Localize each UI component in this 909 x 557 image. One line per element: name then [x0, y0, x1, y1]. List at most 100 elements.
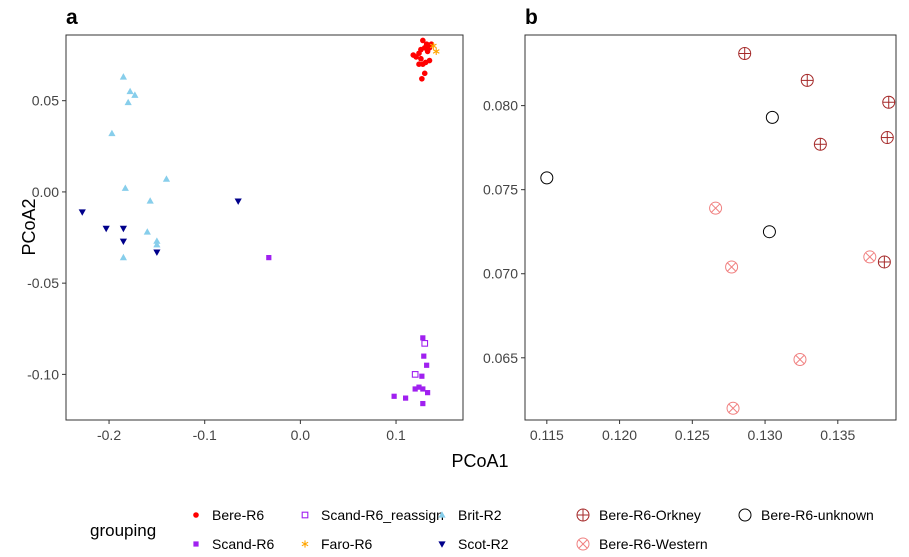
y-axis-title: PCoA2: [19, 198, 39, 255]
point-scand-r6: [420, 335, 426, 341]
point-brit-r2: [124, 98, 132, 106]
point-bere-r6: [421, 70, 428, 77]
legend-item-bere-r6-western: Bere-R6-Western: [576, 536, 708, 552]
panel-b-tag: b: [525, 6, 538, 29]
point-scot-r2: [119, 225, 127, 233]
panel-a-y-ticks: 0.05 0.00 -0.05 -0.10: [27, 93, 66, 382]
point-scand-r6: [391, 393, 397, 399]
point-bere-r6: [420, 61, 426, 67]
point-bere-r6: [418, 55, 424, 62]
point-bere-r6-western: [726, 401, 740, 415]
x-tick-label: -0.2: [97, 427, 121, 443]
y-tick-label: 0.075: [483, 182, 518, 198]
point-scand-r6: [412, 386, 418, 392]
point-brit-r2: [119, 73, 127, 80]
y-tick-label: 0.070: [483, 266, 518, 282]
point-brit-r2: [153, 237, 161, 244]
point-brit-r2: [143, 228, 151, 235]
x-tick-label: 0.120: [602, 427, 637, 443]
y-tick-label: 0.00: [32, 184, 59, 200]
y-tick-label: -0.10: [27, 366, 59, 382]
point-scand-r6: [424, 362, 430, 368]
point-bere-r6-western: [863, 250, 877, 264]
legend-key-brit-r2: [438, 511, 446, 518]
point-scand-r6-reassign: [421, 340, 429, 347]
legend-label: Bere-R6-unknown: [761, 507, 874, 523]
point-brit-r2: [131, 91, 139, 98]
point-brit-r2: [108, 129, 116, 137]
point-bere-r6: [426, 57, 433, 64]
legend-item-scand-r6-reassign: Scand-R6_reassign: [301, 507, 444, 523]
panel-b-y-ticks: 0.080 0.075 0.070 0.065: [483, 98, 525, 366]
legend-title: grouping: [90, 521, 156, 540]
point-bere-r6-unknown: [540, 171, 554, 185]
y-tick-label: 0.05: [32, 93, 59, 109]
point-bere-r6-western: [725, 260, 739, 274]
legend-item-bere-r6-orkney: Bere-R6-Orkney: [576, 507, 701, 523]
panel-b-points: [540, 46, 896, 415]
point-scand-r6: [403, 395, 409, 401]
point-bere-r6-orkney: [877, 255, 891, 269]
point-bere-r6: [419, 75, 425, 82]
point-scot-r2: [78, 209, 86, 216]
point-faro-r6: [429, 42, 437, 50]
point-scand-r6: [416, 384, 422, 390]
panel-a-x-ticks: -0.2 -0.1 0.0 0.1: [97, 420, 406, 443]
point-scand-r6: [420, 400, 426, 407]
point-brit-r2: [121, 184, 129, 191]
panel-a-points: [78, 37, 440, 407]
point-bere-r6-orkney: [813, 137, 827, 151]
point-scand-r6: [420, 386, 426, 392]
legend-label: Bere-R6: [212, 507, 264, 523]
legend-item-scand-r6: Scand-R6: [193, 536, 274, 552]
x-tick-label: 0.1: [386, 427, 406, 443]
legend-key-bere-r6-unknown: [738, 508, 752, 522]
legend-key-bere-r6-orkney: [576, 508, 590, 522]
legend: grouping Bere-R6 Scand-R6 Scand-R6_reassig…: [90, 507, 874, 552]
point-bere-r6-unknown: [762, 225, 776, 239]
legend-label: Bere-R6-Western: [599, 536, 708, 552]
point-scot-r2: [234, 198, 242, 205]
legend-item-bere-r6: Bere-R6: [193, 507, 264, 523]
point-scand-r6: [425, 390, 431, 396]
point-bere-r6: [410, 52, 417, 58]
point-bere-r6-orkney: [800, 73, 814, 87]
legend-key-scand-r6: [193, 541, 199, 547]
legend-label: Scand-R6: [212, 536, 274, 552]
legend-label: Scand-R6_reassign: [321, 507, 444, 523]
point-bere-r6: [416, 61, 422, 67]
point-brit-r2: [162, 175, 171, 182]
legend-key-scot-r2: [438, 541, 446, 548]
x-axis-title: PCoA1: [451, 451, 508, 471]
legend-key-bere-r6-western: [576, 537, 590, 551]
panel-b-frame: [524, 34, 897, 421]
legend-label: Scot-R2: [458, 536, 509, 552]
legend-label: Faro-R6: [321, 536, 373, 552]
point-brit-r2: [153, 241, 161, 248]
legend-item-scot-r2: Scot-R2: [438, 536, 509, 552]
point-scot-r2: [102, 225, 110, 233]
point-scand-r6: [421, 353, 427, 359]
panel-a: a -0.2 -0.1 0.0 0.1 0.05 0.00 -0.05 -0.10 PCoA…: [19, 6, 464, 443]
x-tick-label: 0.125: [675, 427, 710, 443]
point-scand-r6: [419, 373, 425, 379]
legend-label: Brit-R2: [458, 507, 502, 523]
point-scand-r6: [266, 255, 272, 261]
point-bere-r6-orkney: [738, 46, 752, 60]
x-tick-label: -0.1: [193, 427, 217, 443]
x-tick-label: 0.135: [820, 427, 855, 443]
point-bere-r6-western: [709, 201, 723, 215]
legend-label: Bere-R6-Orkney: [599, 507, 701, 523]
legend-items: Bere-R6 Scand-R6 Scand-R6_reassign Faro-R6 B…: [193, 507, 874, 552]
point-bere-r6-orkney: [882, 95, 896, 109]
y-tick-label: 0.080: [483, 98, 518, 114]
point-scot-r2: [153, 249, 161, 256]
x-tick-label: 0.0: [291, 427, 311, 443]
y-tick-label: 0.065: [483, 350, 518, 366]
point-scot-r2: [119, 238, 127, 245]
panel-b-x-ticks: 0.115 0.120 0.125 0.130 0.135: [530, 420, 856, 443]
legend-item-brit-r2: Brit-R2: [438, 507, 502, 523]
point-bere-r6: [424, 48, 431, 55]
point-bere-r6-western: [793, 352, 807, 366]
